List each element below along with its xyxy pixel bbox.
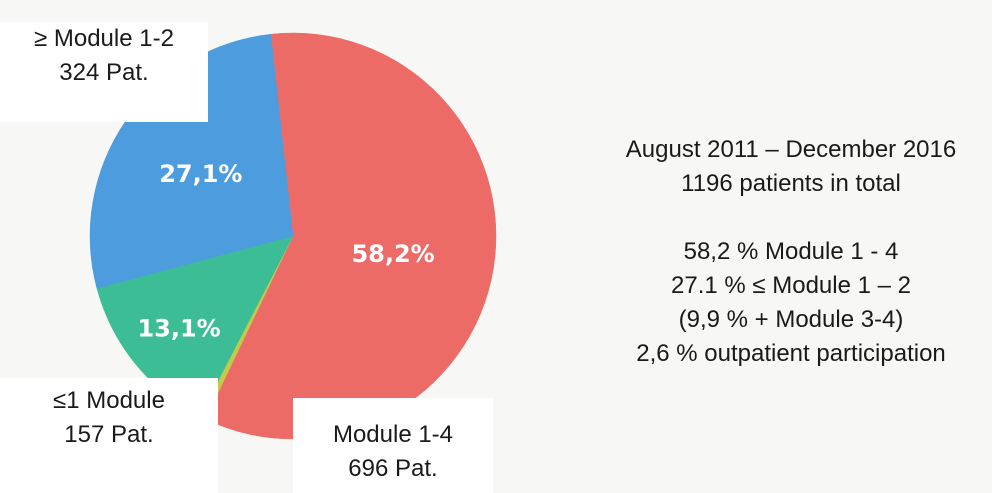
pie-slice-4-percent: 27,1% [159,160,242,188]
label-module-1-2: ≥ Module 1-2 324 Pat. [0,22,208,122]
summary-line-4: 2,6 % outpatient participation [636,340,946,367]
summary-total: 1196 patients in total [681,170,901,197]
label-module-1-4: Module 1-4 696 Pat. [293,398,493,493]
summary-period: August 2011 – December 2016 [625,136,957,163]
label-1-module-name: ≤1 Module [53,387,165,414]
label-module-1-2-count: 324 Pat. [59,59,149,86]
label-module-1-4-count: 696 Pat. [348,455,438,482]
label-module-1-4-name: Module 1-4 [332,421,454,448]
label-1-module-count: 157 Pat. [64,421,154,448]
pie-slice-3-percent: 13,1% [137,315,220,343]
summary-line-2: 27.1 % ≤ Module 1 – 2 [671,272,911,299]
summary-line-3: (9,9 % + Module 3-4) [678,306,904,333]
pie-slice-1-percent: 58,2% [351,240,434,268]
label-module-1-2-name: ≥ Module 1-2 [34,25,174,52]
summary-line-1: 58,2 % Module 1 - 4 [683,238,899,265]
summary-text: August 2011 – December 2016 1196 patient… [596,133,986,371]
label-1-module: ≤1 Module 157 Pat. [0,378,218,493]
